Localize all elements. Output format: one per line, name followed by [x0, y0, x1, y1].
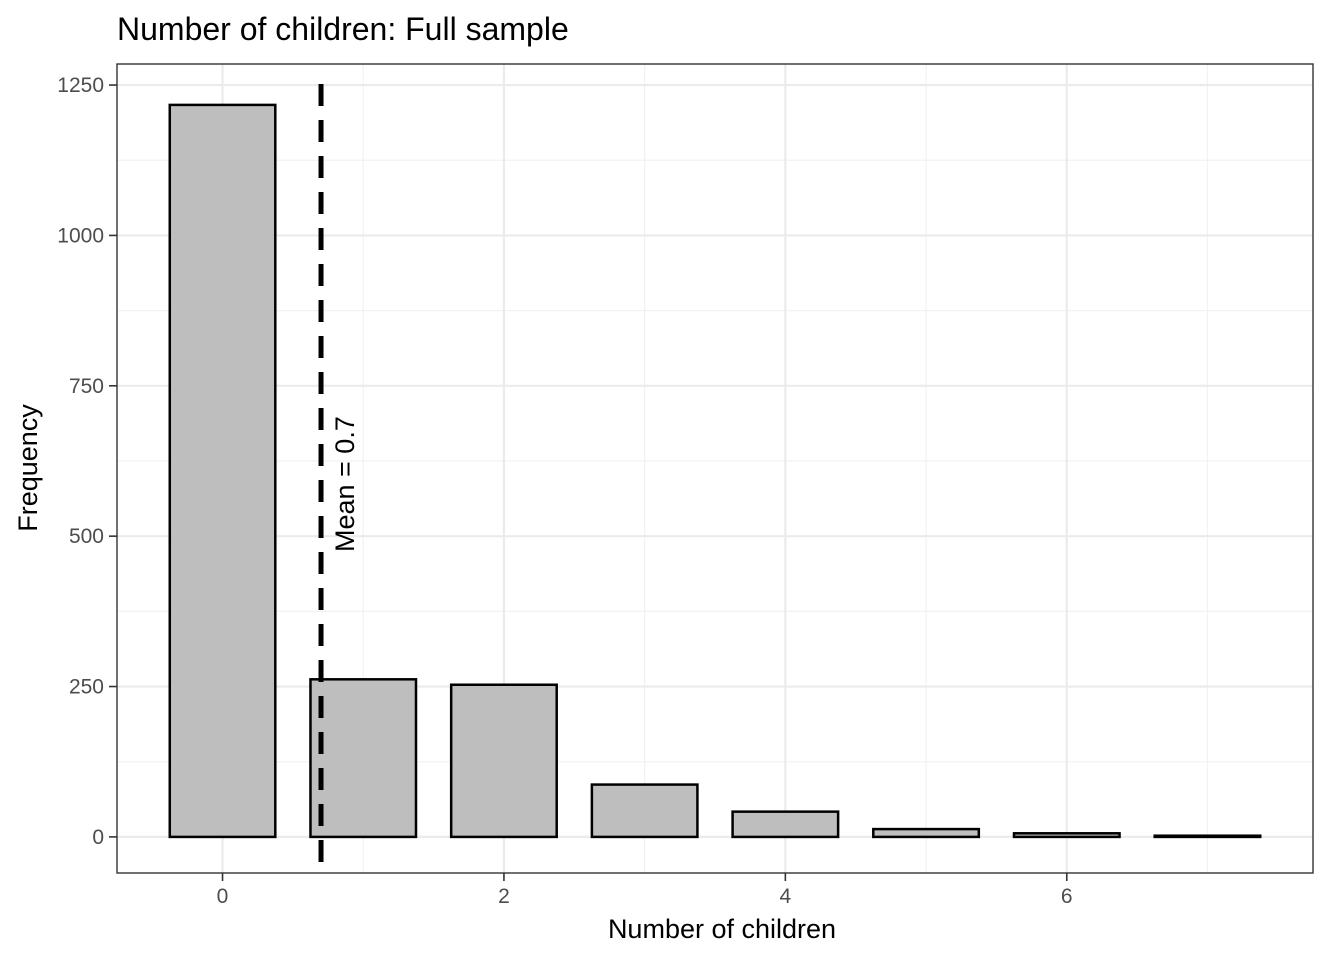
- bars: [168, 103, 1262, 839]
- x-tick-label: 0: [217, 885, 229, 908]
- y-tick-label: 0: [92, 826, 104, 849]
- minor-gridlines: [117, 64, 1313, 873]
- bar-3: [590, 783, 699, 839]
- bar-0: [168, 103, 277, 839]
- y-tick-label: 1250: [57, 74, 104, 97]
- y-axis: 0 250 500 750 1000 1250: [57, 74, 117, 849]
- bar-4: [731, 810, 840, 839]
- y-tick-label: 250: [69, 676, 104, 699]
- bar-1: [309, 678, 418, 839]
- plot-background: [117, 64, 1313, 873]
- mean-annotation: Mean = 0.7: [318, 84, 360, 873]
- chart-title: Number of children: Full sample: [117, 11, 569, 47]
- bar-6: [1012, 832, 1121, 839]
- bar-5: [872, 827, 981, 839]
- y-tick-label: 500: [69, 525, 104, 548]
- x-axis-title: Number of children: [608, 914, 836, 944]
- y-axis-title: Frequency: [13, 404, 43, 532]
- y-tick-label: 1000: [57, 224, 104, 247]
- bar-2: [449, 683, 558, 839]
- bar-7: [1153, 834, 1262, 839]
- x-tick-label: 2: [498, 885, 510, 908]
- x-axis: 0 2 4 6: [217, 873, 1073, 908]
- plot-panel: Mean = 0.7: [116, 63, 1314, 874]
- mean-label: Mean = 0.7: [330, 416, 360, 552]
- x-tick-label: 4: [780, 885, 792, 908]
- plot-border: [116, 63, 1314, 874]
- x-tick-label: 6: [1061, 885, 1073, 908]
- y-tick-label: 750: [69, 375, 104, 398]
